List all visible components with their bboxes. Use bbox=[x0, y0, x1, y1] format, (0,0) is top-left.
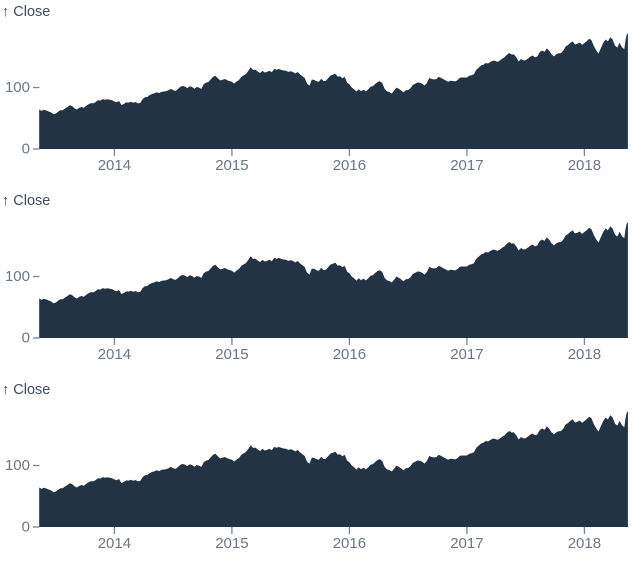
x-axis-tick-label: 2017 bbox=[450, 346, 483, 363]
x-axis-tick-label: 2016 bbox=[333, 346, 366, 363]
y-axis-tick-label: 0 bbox=[22, 519, 30, 536]
x-axis-tick-label: 2015 bbox=[215, 157, 248, 174]
x-axis-tick-label: 2015 bbox=[215, 346, 248, 363]
x-axis-tick-label: 2014 bbox=[98, 535, 131, 552]
x-axis-tick-label: 2015 bbox=[215, 535, 248, 552]
close-price-area bbox=[39, 33, 628, 149]
x-axis-tick-label: 2018 bbox=[568, 157, 601, 174]
y-axis-tick-label: 0 bbox=[22, 330, 30, 347]
area-chart-3-svg: 100 0 2014 2015 2016 2017 2018 ↑ Close bbox=[2, 382, 628, 552]
y-axis-tick-label: 100 bbox=[5, 457, 30, 474]
x-axis-tick-label: 2014 bbox=[98, 157, 131, 174]
area-chart-1: 100 0 2014 2015 2016 2017 2018 ↑ Close bbox=[0, 0, 640, 188]
x-axis-tick-label: 2014 bbox=[98, 346, 131, 363]
x-axis-tick-label: 2017 bbox=[450, 157, 483, 174]
y-axis-title: ↑ Close bbox=[2, 4, 50, 20]
area-chart-1-svg: 100 0 2014 2015 2016 2017 2018 ↑ Close bbox=[2, 4, 628, 174]
y-axis-title: ↑ Close bbox=[2, 382, 50, 398]
x-axis-tick-label: 2018 bbox=[568, 346, 601, 363]
y-axis-title: ↑ Close bbox=[2, 193, 50, 209]
x-axis-tick-label: 2018 bbox=[568, 535, 601, 552]
area-chart-2-svg: 100 0 2014 2015 2016 2017 2018 ↑ Close bbox=[2, 193, 628, 363]
close-price-area bbox=[39, 411, 628, 527]
x-axis-tick-label: 2016 bbox=[333, 157, 366, 174]
y-axis-tick-label: 100 bbox=[5, 268, 30, 285]
y-axis-tick-label: 0 bbox=[22, 141, 30, 158]
area-chart-2: 100 0 2014 2015 2016 2017 2018 ↑ Close bbox=[0, 189, 640, 377]
x-axis-tick-label: 2017 bbox=[450, 535, 483, 552]
close-price-area bbox=[39, 222, 628, 338]
area-chart-3: 100 0 2014 2015 2016 2017 2018 ↑ Close bbox=[0, 378, 640, 566]
y-axis-tick-label: 100 bbox=[5, 79, 30, 96]
x-axis-tick-label: 2016 bbox=[333, 535, 366, 552]
